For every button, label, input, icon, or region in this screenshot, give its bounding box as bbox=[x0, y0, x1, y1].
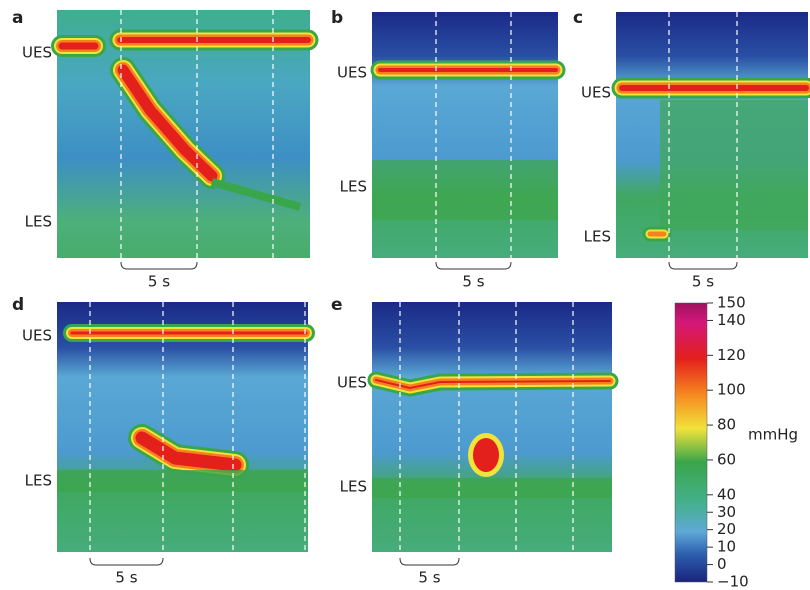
ues-label: UES bbox=[337, 374, 367, 392]
les-label: LES bbox=[340, 178, 367, 196]
green-band bbox=[57, 470, 308, 492]
colorbar-tick-label: 20 bbox=[717, 520, 736, 538]
figure: a UES LES 5 s b UES LES 5 s c UES LES 5 s d UES LES 5 s… bbox=[0, 0, 810, 590]
colorbar-tick-label: 120 bbox=[717, 346, 746, 364]
colorbar-tick-label: 30 bbox=[717, 503, 736, 521]
pressure-blob bbox=[473, 438, 499, 472]
scale-bracket bbox=[400, 558, 459, 565]
green-band bbox=[372, 478, 612, 498]
colorbar-tick-label: 0 bbox=[717, 555, 727, 573]
colorbar-tick-label: 60 bbox=[717, 450, 736, 468]
ues-label: UES bbox=[337, 64, 367, 82]
scale-label: 5 s bbox=[115, 569, 137, 587]
colorbar-tick-label: −10 bbox=[717, 573, 749, 590]
colorbar-unit: mmHg bbox=[748, 426, 798, 444]
panel-letter: d bbox=[12, 295, 24, 315]
colorbar-tick-label: 40 bbox=[717, 485, 736, 503]
panel-letter: a bbox=[12, 8, 23, 28]
les-label: LES bbox=[25, 213, 52, 231]
colorbar bbox=[675, 303, 707, 582]
les-label: LES bbox=[340, 478, 367, 496]
ues-label: UES bbox=[22, 44, 52, 62]
scale-label: 5 s bbox=[418, 569, 440, 587]
scale-bracket bbox=[436, 262, 511, 269]
green-band bbox=[660, 100, 808, 230]
panel-letter: b bbox=[331, 8, 343, 28]
scale-bracket bbox=[90, 558, 163, 565]
scale-label: 5 s bbox=[148, 273, 170, 291]
heatmap bbox=[372, 12, 558, 258]
scale-bracket bbox=[669, 262, 737, 269]
colorbar-tick-label: 150 bbox=[717, 294, 746, 312]
colorbar-tick-label: 100 bbox=[717, 381, 746, 399]
green-band bbox=[372, 160, 558, 220]
ues-label: UES bbox=[22, 327, 52, 345]
ues-label: UES bbox=[581, 84, 611, 102]
scale-label: 5 s bbox=[692, 273, 714, 291]
scale-label: 5 s bbox=[462, 273, 484, 291]
les-label: LES bbox=[25, 472, 52, 490]
les-label: LES bbox=[584, 228, 611, 246]
colorbar-tick-label: 80 bbox=[717, 416, 736, 434]
panel-letter: c bbox=[573, 8, 583, 28]
panel-letter: e bbox=[331, 295, 343, 315]
heatmap bbox=[372, 302, 612, 552]
colorbar-tick-label: 10 bbox=[717, 538, 736, 556]
scale-bracket bbox=[121, 262, 197, 269]
colorbar-tick-label: 140 bbox=[717, 311, 746, 329]
